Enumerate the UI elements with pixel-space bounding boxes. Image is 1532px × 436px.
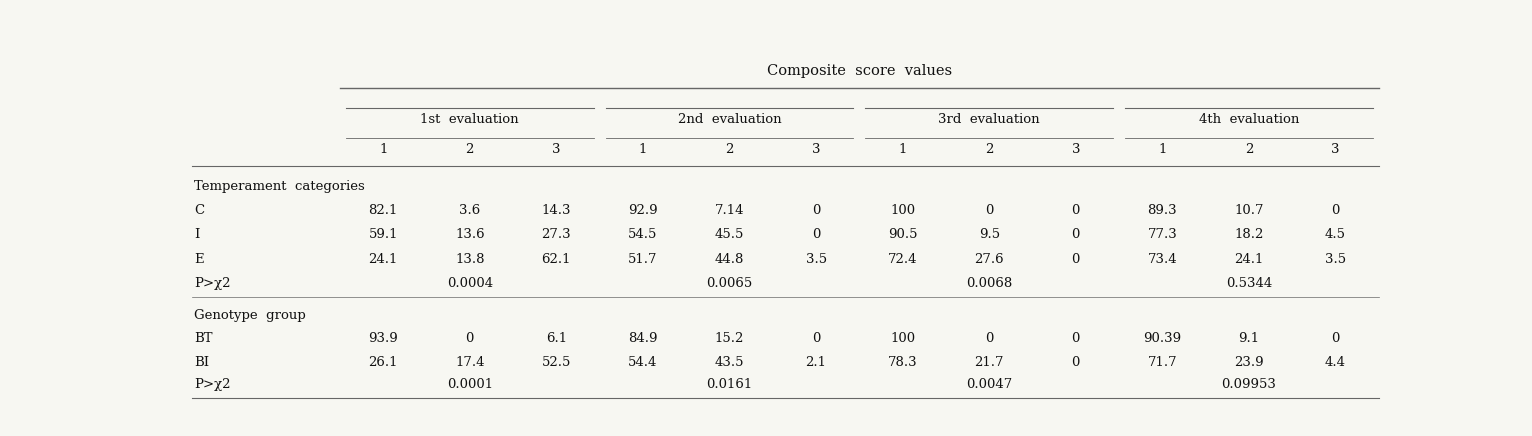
Text: 9.5: 9.5 (979, 228, 1000, 242)
Text: 3.5: 3.5 (1325, 252, 1347, 266)
Text: 2: 2 (1246, 143, 1253, 156)
Text: 0.5344: 0.5344 (1226, 277, 1272, 290)
Text: 3: 3 (552, 143, 561, 156)
Text: 0: 0 (812, 204, 820, 217)
Text: 7.14: 7.14 (715, 204, 745, 217)
Text: 18.2: 18.2 (1235, 228, 1264, 242)
Text: P>χ2: P>χ2 (195, 277, 230, 290)
Text: 1: 1 (1158, 143, 1166, 156)
Text: BT: BT (195, 332, 213, 345)
Text: 1: 1 (898, 143, 907, 156)
Text: 3.5: 3.5 (806, 252, 827, 266)
Text: 3: 3 (1331, 143, 1340, 156)
Text: 0.0001: 0.0001 (447, 378, 493, 391)
Text: 44.8: 44.8 (715, 252, 745, 266)
Text: 90.39: 90.39 (1143, 332, 1181, 345)
Text: 0: 0 (985, 332, 993, 345)
Text: 73.4: 73.4 (1147, 252, 1177, 266)
Text: 100: 100 (890, 204, 915, 217)
Text: 4th  evaluation: 4th evaluation (1198, 113, 1299, 126)
Text: Genotype  group: Genotype group (195, 310, 305, 322)
Text: 2nd  evaluation: 2nd evaluation (677, 113, 781, 126)
Text: 0.09953: 0.09953 (1221, 378, 1276, 391)
Text: 13.8: 13.8 (455, 252, 484, 266)
Text: Temperament  categories: Temperament categories (195, 180, 365, 193)
Text: 2.1: 2.1 (806, 356, 827, 369)
Text: 2: 2 (985, 143, 993, 156)
Text: 4.5: 4.5 (1325, 228, 1347, 242)
Text: 93.9: 93.9 (368, 332, 398, 345)
Text: 0: 0 (466, 332, 473, 345)
Text: 51.7: 51.7 (628, 252, 657, 266)
Text: 9.1: 9.1 (1238, 332, 1259, 345)
Text: 24.1: 24.1 (1235, 252, 1264, 266)
Text: 0: 0 (1071, 228, 1080, 242)
Text: 3.6: 3.6 (460, 204, 481, 217)
Text: 27.6: 27.6 (974, 252, 1003, 266)
Text: BI: BI (195, 356, 208, 369)
Text: 14.3: 14.3 (542, 204, 571, 217)
Text: 4.4: 4.4 (1325, 356, 1347, 369)
Text: 100: 100 (890, 332, 915, 345)
Text: 10.7: 10.7 (1235, 204, 1264, 217)
Text: 0.0068: 0.0068 (967, 277, 1013, 290)
Text: 45.5: 45.5 (715, 228, 745, 242)
Text: 0.0047: 0.0047 (967, 378, 1013, 391)
Text: 77.3: 77.3 (1147, 228, 1177, 242)
Text: 43.5: 43.5 (715, 356, 745, 369)
Text: 84.9: 84.9 (628, 332, 657, 345)
Text: 82.1: 82.1 (369, 204, 398, 217)
Text: 71.7: 71.7 (1147, 356, 1177, 369)
Text: 3rd  evaluation: 3rd evaluation (939, 113, 1040, 126)
Text: 15.2: 15.2 (715, 332, 745, 345)
Text: 2: 2 (466, 143, 473, 156)
Text: 23.9: 23.9 (1235, 356, 1264, 369)
Text: 0: 0 (812, 228, 820, 242)
Text: 1: 1 (639, 143, 647, 156)
Text: C: C (195, 204, 204, 217)
Text: 54.4: 54.4 (628, 356, 657, 369)
Text: 0: 0 (1071, 332, 1080, 345)
Text: 1: 1 (378, 143, 388, 156)
Text: 89.3: 89.3 (1147, 204, 1177, 217)
Text: 6.1: 6.1 (545, 332, 567, 345)
Text: 0.0065: 0.0065 (706, 277, 752, 290)
Text: I: I (195, 228, 199, 242)
Text: 0: 0 (1071, 252, 1080, 266)
Text: 2: 2 (725, 143, 734, 156)
Text: 21.7: 21.7 (974, 356, 1003, 369)
Text: P>χ2: P>χ2 (195, 378, 230, 391)
Text: 78.3: 78.3 (889, 356, 918, 369)
Text: 0.0161: 0.0161 (706, 378, 752, 391)
Text: 0.0004: 0.0004 (447, 277, 493, 290)
Text: 0: 0 (1331, 204, 1339, 217)
Text: 0: 0 (1071, 204, 1080, 217)
Text: 26.1: 26.1 (369, 356, 398, 369)
Text: 27.3: 27.3 (541, 228, 571, 242)
Text: 0: 0 (985, 204, 993, 217)
Text: 0: 0 (1331, 332, 1339, 345)
Text: 3: 3 (812, 143, 820, 156)
Text: 0: 0 (812, 332, 820, 345)
Text: Composite  score  values: Composite score values (768, 64, 951, 78)
Text: 3: 3 (1071, 143, 1080, 156)
Text: 54.5: 54.5 (628, 228, 657, 242)
Text: 0: 0 (1071, 356, 1080, 369)
Text: 59.1: 59.1 (369, 228, 398, 242)
Text: 17.4: 17.4 (455, 356, 484, 369)
Text: E: E (195, 252, 204, 266)
Text: 92.9: 92.9 (628, 204, 657, 217)
Text: 90.5: 90.5 (889, 228, 918, 242)
Text: 1st  evaluation: 1st evaluation (420, 113, 519, 126)
Text: 24.1: 24.1 (369, 252, 398, 266)
Text: 62.1: 62.1 (542, 252, 571, 266)
Text: 72.4: 72.4 (889, 252, 918, 266)
Text: 52.5: 52.5 (542, 356, 571, 369)
Text: 13.6: 13.6 (455, 228, 484, 242)
